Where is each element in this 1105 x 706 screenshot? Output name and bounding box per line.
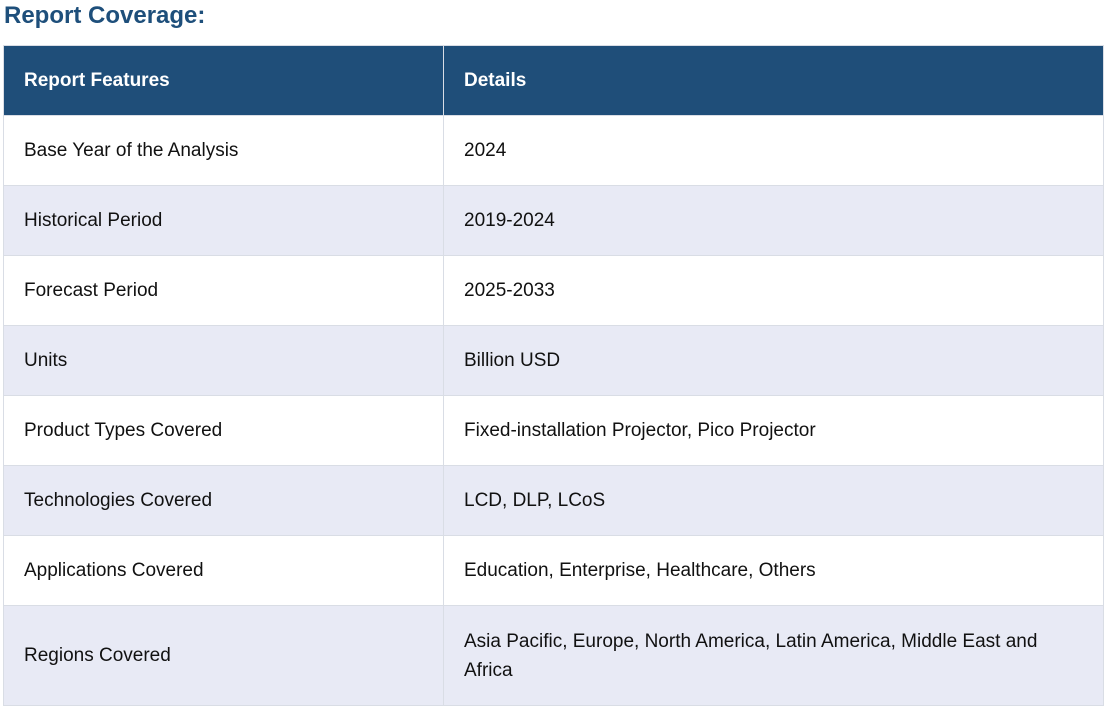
table-row: Regions Covered Asia Pacific, Europe, No…	[3, 605, 1104, 706]
feature-cell: Technologies Covered	[3, 465, 444, 536]
column-header-features: Report Features	[3, 45, 444, 116]
table-header-row: Report Features Details	[3, 45, 1104, 116]
table-row: Base Year of the Analysis 2024	[3, 115, 1104, 186]
table-row: Technologies Covered LCD, DLP, LCoS	[3, 465, 1104, 536]
feature-cell: Base Year of the Analysis	[3, 115, 444, 186]
table-row: Applications Covered Education, Enterpri…	[3, 535, 1104, 606]
feature-cell: Forecast Period	[3, 255, 444, 326]
details-cell: Billion USD	[443, 325, 1104, 396]
column-header-details: Details	[443, 45, 1104, 116]
table-row: Product Types Covered Fixed-installation…	[3, 395, 1104, 466]
table-row: Forecast Period 2025-2033	[3, 255, 1104, 326]
details-cell: Education, Enterprise, Healthcare, Other…	[443, 535, 1104, 606]
details-cell: 2025-2033	[443, 255, 1104, 326]
report-coverage-table: Report Features Details Base Year of the…	[3, 45, 1104, 706]
details-cell: 2019-2024	[443, 185, 1104, 256]
details-cell: Fixed-installation Projector, Pico Proje…	[443, 395, 1104, 466]
table-row: Historical Period 2019-2024	[3, 185, 1104, 256]
feature-cell: Regions Covered	[3, 605, 444, 706]
details-cell: LCD, DLP, LCoS	[443, 465, 1104, 536]
details-cell: Asia Pacific, Europe, North America, Lat…	[443, 605, 1104, 706]
page-title: Report Coverage:	[4, 2, 206, 29]
feature-cell: Applications Covered	[3, 535, 444, 606]
details-cell: 2024	[443, 115, 1104, 186]
feature-cell: Product Types Covered	[3, 395, 444, 466]
table-row: Units Billion USD	[3, 325, 1104, 396]
feature-cell: Historical Period	[3, 185, 444, 256]
feature-cell: Units	[3, 325, 444, 396]
